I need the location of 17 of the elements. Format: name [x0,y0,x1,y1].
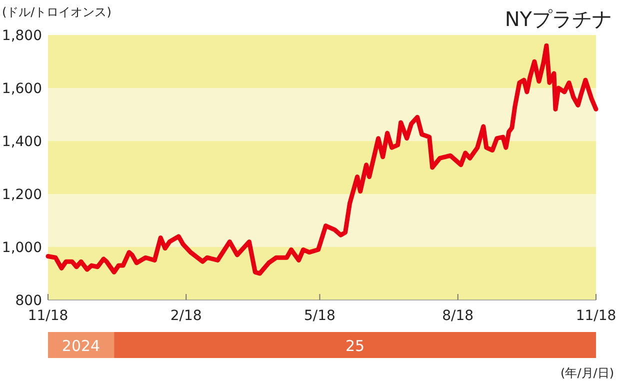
y-axis-title: (ドル/トロイオンス) [2,5,112,19]
y-tick-label: 1,000 [2,240,42,256]
x-tick-label: 2/18 [170,308,202,324]
y-tick-label: 1,800 [2,28,42,44]
x-tick-label: 11/18 [28,308,68,324]
text: (年/月/日) [560,366,614,380]
x-tick-label: 5/18 [304,308,336,324]
x-tick-label: 8/18 [442,308,474,324]
chart-title: NYプラチナ [504,7,612,31]
y-tick-label: 800 [15,293,42,309]
line-series [46,43,598,276]
y-tick-label: 1,600 [2,81,42,97]
text: 25 [345,337,365,355]
y-tick-label: 1,400 [2,134,42,150]
y-tick-label: 1,200 [2,187,42,203]
text: 2024 [62,337,100,355]
x-tick-label: 11/18 [576,308,616,324]
